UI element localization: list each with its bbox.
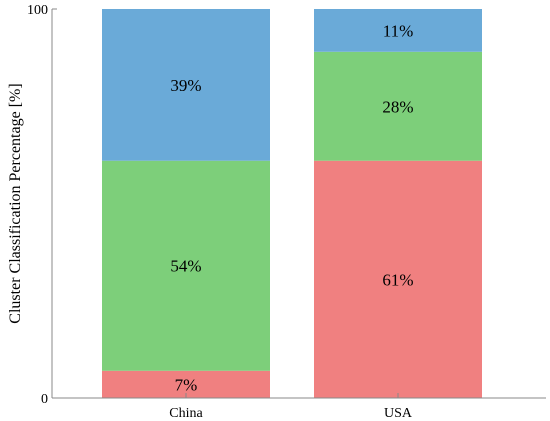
y-axis-label: Cluster Classification Percentage [%] bbox=[7, 83, 24, 323]
bar-segment-usa-2 bbox=[314, 9, 482, 52]
bar-segment-usa-0 bbox=[314, 160, 482, 398]
segment-labels-group: 7% 54% 39% 61% 28% 11% bbox=[170, 21, 413, 394]
data-label-usa-2: 11% bbox=[383, 21, 414, 40]
x-tick-label-china: China bbox=[169, 406, 203, 421]
bar-segment-china-1 bbox=[102, 160, 270, 371]
data-label-usa-1: 28% bbox=[382, 97, 413, 116]
data-label-china-0: 7% bbox=[175, 375, 198, 394]
data-label-china-1: 54% bbox=[170, 257, 201, 276]
x-ticks-group: China USA bbox=[169, 393, 413, 421]
bar-segment-china-2 bbox=[102, 9, 270, 161]
bar-segment-usa-1 bbox=[314, 51, 482, 161]
x-tick-label-usa: USA bbox=[384, 406, 413, 421]
data-label-usa-0: 61% bbox=[382, 270, 413, 289]
y-tick-label-0: 0 bbox=[41, 392, 48, 407]
bars-group bbox=[102, 9, 482, 398]
y-ticks-group: 0 100 bbox=[27, 3, 57, 407]
data-label-china-2: 39% bbox=[170, 76, 201, 95]
y-tick-label-100: 100 bbox=[27, 3, 48, 18]
